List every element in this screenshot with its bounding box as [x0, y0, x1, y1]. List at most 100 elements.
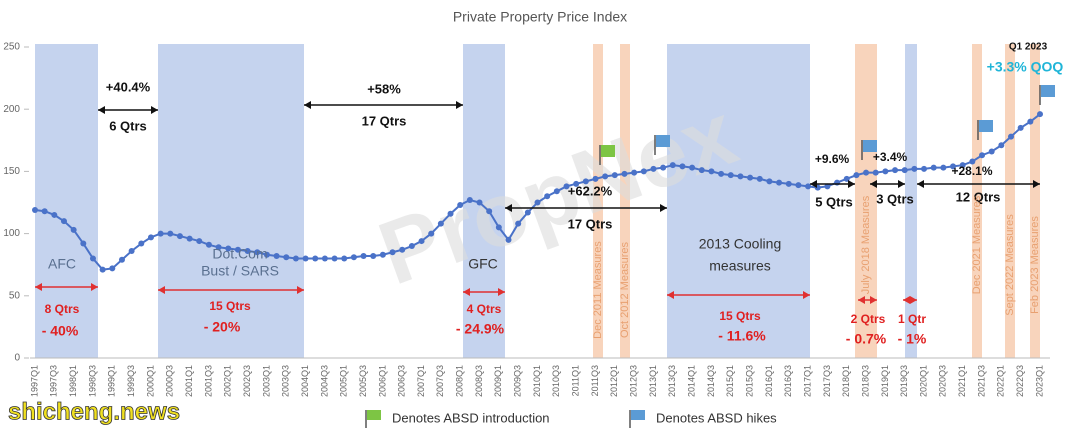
x-tick-label: 2022Q1 — [996, 365, 1006, 397]
marker — [669, 162, 676, 169]
marker — [389, 249, 396, 256]
x-tick-label: 1999Q1 — [107, 365, 117, 397]
marker — [428, 230, 435, 237]
region-1qtr — [905, 44, 917, 358]
annotation: - 11.6% — [718, 328, 766, 344]
watermark: shicheng.news — [8, 398, 180, 425]
x-tick-label: 2009Q1 — [493, 365, 503, 397]
annotation: 17 Qtrs — [568, 216, 613, 231]
marker — [689, 164, 696, 171]
y-tick-label: 0 — [14, 353, 20, 364]
marker — [747, 174, 754, 181]
marker — [80, 240, 87, 247]
marker — [882, 168, 889, 175]
flag — [863, 140, 877, 152]
annotation: Dec 2011 Measures — [592, 241, 604, 339]
marker — [911, 165, 918, 172]
marker — [776, 179, 783, 186]
x-tick-label: 2002Q3 — [242, 365, 252, 397]
marker — [863, 169, 870, 176]
marker — [109, 265, 116, 272]
region-dotcom — [158, 44, 304, 358]
marker — [698, 167, 705, 174]
marker — [727, 172, 734, 179]
marker — [263, 251, 270, 258]
annotation: Bust / SARS — [201, 263, 279, 279]
x-tick-label: 2015Q3 — [744, 365, 754, 397]
marker — [524, 209, 531, 216]
marker — [892, 167, 899, 174]
x-tick-label: 2018Q3 — [860, 365, 870, 397]
x-tick-label: 2006Q3 — [397, 365, 407, 397]
marker — [853, 172, 860, 179]
marker — [737, 173, 744, 180]
marker — [544, 193, 551, 200]
marker — [872, 169, 879, 176]
x-tick-label: 2003Q3 — [281, 365, 291, 397]
annotation: 8 Qtrs — [45, 302, 80, 316]
marker — [901, 167, 908, 174]
region-measure — [1030, 44, 1040, 358]
marker — [602, 173, 609, 180]
arrowhead — [870, 180, 905, 188]
annotation: +40.4% — [106, 79, 151, 94]
marker — [940, 164, 947, 171]
marker — [215, 244, 222, 251]
marker — [254, 249, 261, 256]
annotation: GFC — [468, 256, 498, 272]
marker — [128, 248, 135, 255]
annotation: Dot.Com — [212, 246, 267, 262]
region-measure — [1005, 44, 1015, 358]
x-tick-label: 2001Q1 — [184, 365, 194, 397]
x-tick-label: 2015Q1 — [725, 365, 735, 397]
marker — [273, 252, 280, 259]
annotation: +58% — [367, 81, 401, 96]
x-tick-label: 2010Q1 — [532, 365, 542, 397]
y-tick-label: 150 — [3, 166, 20, 177]
x-tick-label: 2006Q1 — [377, 365, 387, 397]
x-tick-label: 2020Q1 — [918, 365, 928, 397]
annotation: 1 Qtr — [898, 312, 926, 326]
annotation: Dec 2021 Measures — [971, 195, 983, 294]
x-tick-label: 2016Q1 — [764, 365, 774, 397]
marker — [553, 188, 560, 195]
marker — [41, 208, 48, 215]
marker — [534, 199, 541, 206]
y-tick-label: 250 — [3, 42, 20, 53]
x-tick-label: 2020Q3 — [938, 365, 948, 397]
marker — [505, 236, 512, 243]
marker — [950, 163, 957, 170]
x-tick-label: 2023Q1 — [1034, 365, 1044, 397]
marker — [766, 178, 773, 185]
marker — [573, 180, 580, 187]
marker — [486, 208, 493, 215]
x-tick-label: 2013Q1 — [648, 365, 658, 397]
x-tick-label: 2019Q1 — [880, 365, 890, 397]
x-tick-label: 2012Q3 — [629, 365, 639, 397]
regions — [35, 44, 1040, 358]
annotation: 2013 Cooling — [699, 236, 782, 252]
marker — [147, 234, 154, 241]
marker — [341, 255, 348, 262]
flag — [656, 135, 670, 147]
x-tick-label: 2003Q1 — [261, 365, 271, 397]
marker — [167, 230, 174, 237]
arrowhead — [858, 296, 877, 304]
annotation: - 0.7% — [846, 331, 887, 347]
region-2013 — [667, 44, 810, 358]
x-tick-label: 2010Q3 — [551, 365, 561, 397]
x-tick-label: 2017Q3 — [822, 365, 832, 397]
annotation: 4 Qtrs — [467, 302, 502, 316]
marker — [70, 226, 77, 233]
region-measure — [855, 44, 877, 358]
marker — [447, 210, 454, 217]
region-afc — [35, 44, 98, 358]
marker — [921, 165, 928, 172]
legend: Denotes ABSD introduction Denotes ABSD h… — [365, 410, 777, 428]
x-tick-label: 2008Q1 — [455, 365, 465, 397]
annotation: AFC — [48, 256, 76, 272]
marker — [611, 172, 618, 179]
annotation: 2 Qtrs — [851, 312, 886, 326]
x-tick-label: 2016Q3 — [783, 365, 793, 397]
arrowhead — [35, 283, 98, 291]
